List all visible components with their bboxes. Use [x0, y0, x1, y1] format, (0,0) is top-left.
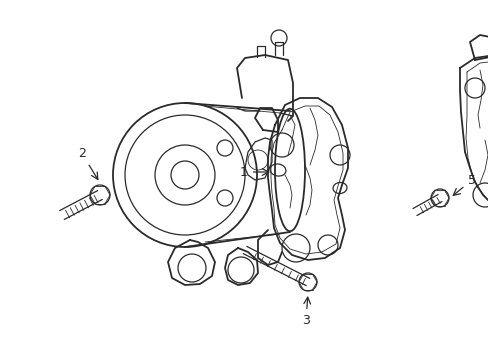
Text: 4: 4 [0, 359, 1, 360]
Text: 5: 5 [452, 174, 475, 195]
Text: 3: 3 [302, 297, 310, 327]
Text: 1: 1 [240, 166, 268, 179]
Text: 2: 2 [78, 147, 98, 179]
